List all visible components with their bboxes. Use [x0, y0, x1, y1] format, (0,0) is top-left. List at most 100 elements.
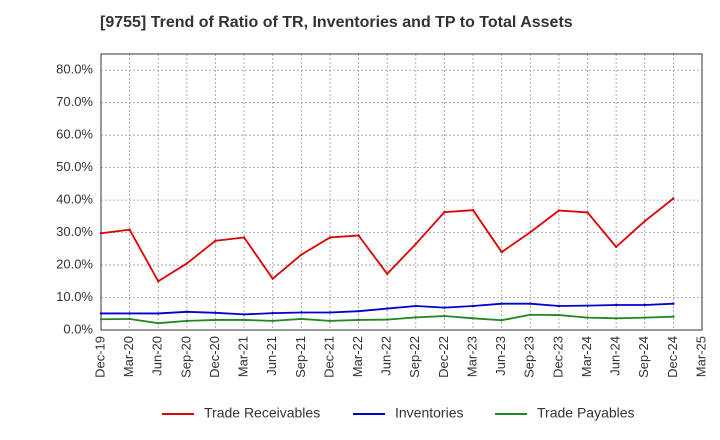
data-point: [500, 319, 503, 322]
series-lines: [99, 197, 675, 325]
y-tick-label: 40.0%: [56, 192, 93, 207]
data-point: [643, 220, 646, 223]
data-point: [443, 210, 446, 214]
data-point: [128, 228, 131, 231]
data-point: [672, 197, 675, 200]
plot-frame: [100, 53, 703, 331]
legend: Trade Receivables Inventories Trade Payabl…: [162, 405, 635, 421]
data-point: [586, 316, 589, 319]
x-tick-label: Mar-21: [236, 336, 251, 377]
x-tick-label: Jun-20: [150, 336, 165, 376]
data-point: [99, 318, 103, 321]
data-point: [471, 317, 475, 320]
data-point: [471, 304, 475, 308]
x-tick-label: Dec-19: [92, 336, 107, 378]
x-tick-label: Dec-21: [321, 336, 336, 378]
data-point: [557, 313, 561, 317]
data-point: [414, 316, 418, 319]
data-point: [214, 318, 217, 322]
y-axis-ticks: 0.0% 10.0% 20.0% 30.0% 40.0% 50.0% 60.0% 70.0% 8…: [56, 62, 93, 337]
y-tick-label: 20.0%: [56, 256, 93, 271]
x-tick-label: Mar-23: [464, 336, 479, 377]
data-point: [185, 262, 189, 265]
y-tick-label: 10.0%: [56, 289, 93, 304]
data-point: [242, 236, 246, 239]
x-tick-label: Mar-20: [121, 336, 136, 377]
x-tick-label: Jun-24: [608, 336, 623, 376]
data-point: [500, 302, 503, 305]
data-point: [99, 312, 103, 315]
data-point: [128, 317, 131, 321]
x-tick-label: Mar-24: [579, 336, 594, 377]
y-tick-label: 80.0%: [56, 62, 93, 77]
x-tick-label: Jun-21: [264, 336, 279, 376]
data-point: [385, 318, 389, 321]
y-tick-label: 50.0%: [56, 159, 93, 174]
x-axis-ticks: Dec-19 Mar-20 Jun-20 Sep-20 Dec-20 Mar-21 Jun-…: [92, 336, 708, 378]
data-point: [614, 303, 618, 307]
data-point: [185, 310, 189, 314]
data-point: [529, 313, 532, 316]
data-point: [157, 312, 160, 315]
y-tick-label: 60.0%: [56, 127, 93, 142]
x-tick-label: Dec-23: [550, 336, 565, 378]
data-point: [328, 319, 332, 323]
x-tick-label: Dec-22: [436, 336, 451, 378]
data-point: [529, 231, 532, 234]
data-point: [300, 253, 303, 256]
data-point: [242, 313, 246, 316]
data-point: [271, 319, 274, 323]
data-point: [328, 311, 332, 314]
data-point: [157, 280, 160, 283]
legend-label-2: Trade Payables: [537, 405, 635, 421]
data-point: [586, 304, 589, 307]
data-point: [99, 232, 103, 235]
data-point: [157, 321, 160, 325]
legend-label-1: Inventories: [395, 405, 463, 421]
data-point: [614, 245, 618, 249]
data-point: [672, 302, 675, 305]
x-tick-label: Dec-20: [207, 336, 222, 378]
x-tick-label: Sep-24: [636, 336, 651, 378]
x-tick-label: Jun-22: [379, 336, 394, 376]
y-tick-label: 0.0%: [63, 321, 93, 336]
x-tick-label: Mar-22: [350, 336, 365, 377]
legend-label-0: Trade Receivables: [204, 405, 320, 421]
x-tick-label: Sep-22: [407, 336, 422, 378]
data-point: [271, 277, 274, 280]
data-point: [271, 311, 274, 315]
data-point: [414, 242, 418, 246]
y-tick-label: 70.0%: [56, 94, 93, 109]
data-point: [300, 317, 303, 321]
x-tick-label: Jun-23: [493, 336, 508, 376]
data-point: [443, 314, 446, 318]
data-point: [214, 311, 217, 314]
y-tick-label: 30.0%: [56, 224, 93, 239]
x-tick-label: Dec-24: [665, 336, 680, 378]
data-point: [443, 306, 446, 309]
x-tick-label: Sep-23: [522, 336, 537, 378]
data-point: [643, 303, 646, 307]
data-point: [614, 317, 618, 320]
data-point: [328, 236, 332, 239]
data-point: [672, 315, 675, 318]
data-point: [385, 272, 389, 276]
data-point: [128, 312, 131, 315]
data-point: [586, 211, 589, 214]
data-point: [414, 304, 418, 308]
data-point: [471, 208, 475, 212]
data-point: [385, 307, 389, 310]
data-point: [500, 250, 503, 254]
data-point: [557, 209, 561, 212]
data-point: [357, 234, 360, 237]
data-point: [643, 316, 646, 319]
data-point: [242, 318, 246, 322]
x-tick-label: Mar-25: [693, 336, 708, 377]
grid-lines: [100, 54, 703, 331]
data-point: [357, 318, 360, 322]
data-point: [214, 239, 217, 242]
data-point: [557, 304, 561, 308]
x-tick-label: Sep-21: [293, 336, 308, 378]
data-point: [357, 309, 360, 313]
